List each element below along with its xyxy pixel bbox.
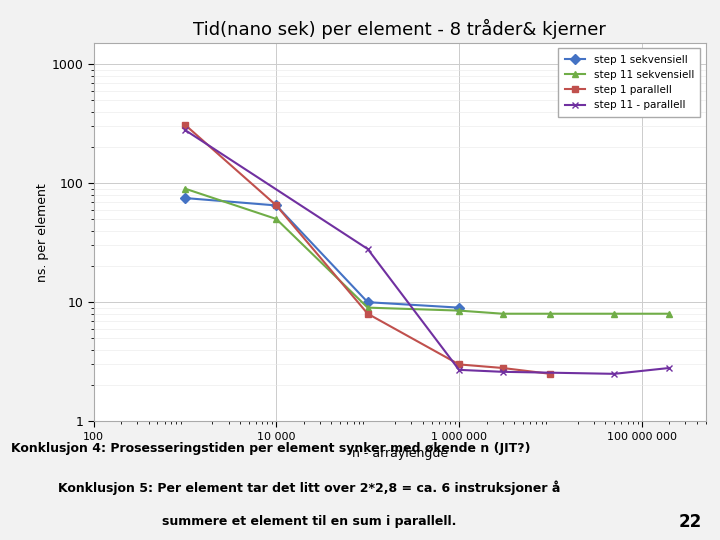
step 11 sekvensiell: [665, 310, 674, 317]
step 11 sekvensiell: [364, 305, 372, 311]
Line: step 1 parallell: step 1 parallell: [181, 121, 554, 377]
step 1 parallell: [546, 370, 554, 377]
step 1 parallell: [498, 364, 507, 371]
step 11 - parallell: [455, 367, 464, 373]
Y-axis label: ns. per element: ns. per element: [35, 183, 48, 281]
step 11 - parallell: [665, 364, 674, 371]
step 11 sekvensiell: [546, 310, 554, 317]
Title: Tid(nano sek) per element - 8 tråder& kjerner: Tid(nano sek) per element - 8 tråder& kj…: [193, 19, 606, 39]
step 11 - parallell: [610, 370, 618, 377]
Text: summere et element til en sum i parallell.: summere et element til en sum i parallel…: [163, 515, 456, 528]
Text: Konklusjon 5: Per element tar det litt over 2*2,8 = ca. 6 instruksjoner å: Konklusjon 5: Per element tar det litt o…: [58, 480, 561, 495]
Line: step 11 - parallell: step 11 - parallell: [181, 126, 672, 377]
step 11 - parallell: [181, 127, 189, 133]
Legend: step 1 sekvensiell, step 11 sekvensiell, step 1 parallell, step 11 - parallell: step 1 sekvensiell, step 11 sekvensiell,…: [558, 49, 701, 117]
step 11 sekvensiell: [610, 310, 618, 317]
step 1 sekvensiell: [272, 202, 281, 208]
step 1 sekvensiell: [181, 195, 189, 201]
step 1 parallell: [455, 361, 464, 368]
step 11 sekvensiell: [498, 310, 507, 317]
Line: step 11 sekvensiell: step 11 sekvensiell: [181, 185, 672, 317]
step 11 sekvensiell: [455, 307, 464, 314]
step 11 - parallell: [498, 369, 507, 375]
step 11 sekvensiell: [181, 185, 189, 192]
X-axis label: n - arraylengde: n - arraylengde: [351, 447, 448, 460]
step 11 - parallell: [364, 246, 372, 252]
step 11 sekvensiell: [272, 216, 281, 222]
step 1 parallell: [364, 310, 372, 317]
step 1 sekvensiell: [455, 305, 464, 311]
Line: step 1 sekvensiell: step 1 sekvensiell: [181, 194, 462, 311]
Text: Konklusjon 4: Prosesseringstiden per element synker med økende n (JIT?): Konklusjon 4: Prosesseringstiden per ele…: [11, 442, 531, 455]
step 1 parallell: [181, 122, 189, 128]
step 1 sekvensiell: [364, 299, 372, 306]
Text: 22: 22: [679, 513, 702, 531]
step 1 parallell: [272, 202, 281, 208]
